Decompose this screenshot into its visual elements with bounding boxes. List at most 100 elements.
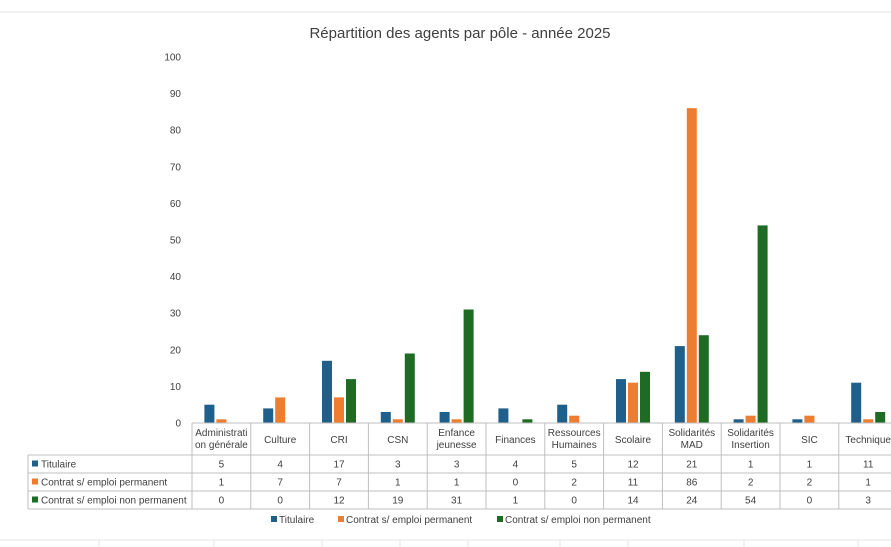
data-label: 0 — [219, 496, 225, 507]
table-series-label: Contrat s/ emploi permanent — [41, 478, 167, 489]
category-label: jeunesse — [436, 440, 477, 451]
bar — [628, 382, 638, 423]
category-label: Enfance — [438, 428, 475, 439]
data-label: 7 — [336, 478, 342, 489]
category-label: Humaines — [552, 440, 597, 451]
y-tick-label: 30 — [170, 309, 182, 320]
category-label: SIC — [801, 435, 818, 446]
y-tick-label: 0 — [175, 419, 181, 430]
legend-swatch — [338, 516, 344, 522]
data-label: 14 — [627, 496, 639, 507]
bar — [334, 397, 344, 423]
y-tick-label: 50 — [170, 236, 182, 247]
category-label: Administrati — [195, 428, 247, 439]
category-label: Insertion — [731, 440, 769, 451]
table-legend-key — [32, 496, 38, 503]
y-tick-label: 20 — [170, 345, 182, 356]
bar — [346, 379, 356, 423]
bar — [745, 415, 756, 423]
data-label: 11 — [863, 460, 874, 471]
bar — [616, 379, 626, 423]
data-label: 3 — [454, 460, 460, 471]
legend-label: Contrat s/ emploi permanent — [346, 515, 472, 526]
data-label: 3 — [865, 496, 871, 507]
bar — [792, 419, 803, 423]
bar — [204, 404, 215, 423]
category-label: Scolaire — [615, 435, 652, 446]
y-tick-label: 70 — [170, 162, 182, 173]
bar — [757, 225, 768, 423]
bar — [392, 419, 403, 423]
legend-label: Contrat s/ emploi non permanent — [505, 515, 651, 526]
data-label: 2 — [748, 478, 754, 489]
y-tick-label: 40 — [170, 272, 182, 283]
data-label: 24 — [686, 496, 698, 507]
data-label: 1 — [395, 478, 401, 489]
bar — [216, 419, 227, 423]
data-label: 0 — [807, 496, 813, 507]
bar — [498, 408, 509, 423]
data-label: 1 — [865, 478, 871, 489]
bar — [863, 419, 874, 423]
bar — [698, 335, 709, 423]
bar — [522, 419, 533, 423]
category-label: CRI — [330, 435, 347, 446]
y-tick-label: 80 — [170, 126, 182, 137]
data-label: 21 — [686, 460, 698, 471]
bar — [557, 404, 568, 423]
category-label: Culture — [264, 435, 297, 446]
data-label: 1 — [454, 478, 460, 489]
table-series-label: Titulaire — [41, 460, 77, 471]
bar — [640, 371, 650, 423]
y-tick-label: 60 — [170, 199, 182, 210]
category-label: Solidarités — [727, 428, 774, 439]
category-label: MAD — [681, 440, 703, 451]
bar — [686, 108, 697, 423]
data-label: 17 — [333, 460, 345, 471]
data-label: 5 — [571, 460, 577, 471]
chart-title: Répartition des agents par pôle - année … — [309, 25, 610, 42]
data-label: 4 — [277, 460, 283, 471]
category-label: Ressources — [548, 428, 601, 439]
data-label: 0 — [513, 478, 519, 489]
y-tick-label: 90 — [170, 89, 182, 100]
bar — [463, 309, 474, 423]
data-label: 1 — [513, 496, 519, 507]
y-tick-label: 10 — [170, 382, 182, 393]
data-label: 0 — [277, 496, 283, 507]
category-label: CSN — [387, 435, 408, 446]
data-label: 4 — [513, 460, 519, 471]
data-label: 1 — [748, 460, 754, 471]
data-label: 12 — [627, 460, 639, 471]
data-label: 1 — [219, 478, 225, 489]
bar — [451, 419, 462, 423]
bar — [674, 346, 685, 423]
data-label: 19 — [392, 496, 404, 507]
bar — [322, 360, 332, 423]
category-label: on générale — [195, 440, 248, 451]
bar — [275, 397, 286, 423]
bar — [380, 412, 391, 423]
data-label: 3 — [395, 460, 401, 471]
bar — [569, 415, 580, 423]
category-label: Solidarités — [668, 428, 715, 439]
bar — [875, 412, 886, 423]
table-series-label: Contrat s/ emploi non permanent — [41, 496, 187, 507]
data-label: 1 — [807, 460, 813, 471]
data-label: 31 — [451, 496, 463, 507]
data-label: 86 — [686, 478, 698, 489]
data-label: 11 — [628, 478, 639, 489]
legend-swatch — [271, 516, 277, 522]
bar — [263, 408, 274, 423]
legend: Titulaire Contrat s/ emploi permanent Cont… — [271, 515, 651, 526]
table-legend-key — [32, 478, 38, 485]
bars — [204, 108, 886, 423]
data-label: 2 — [571, 478, 577, 489]
y-tick-label: 100 — [164, 53, 181, 64]
bar — [804, 415, 815, 423]
legend-label: Titulaire — [279, 515, 315, 526]
legend-swatch — [497, 516, 503, 522]
data-label: 12 — [333, 496, 345, 507]
